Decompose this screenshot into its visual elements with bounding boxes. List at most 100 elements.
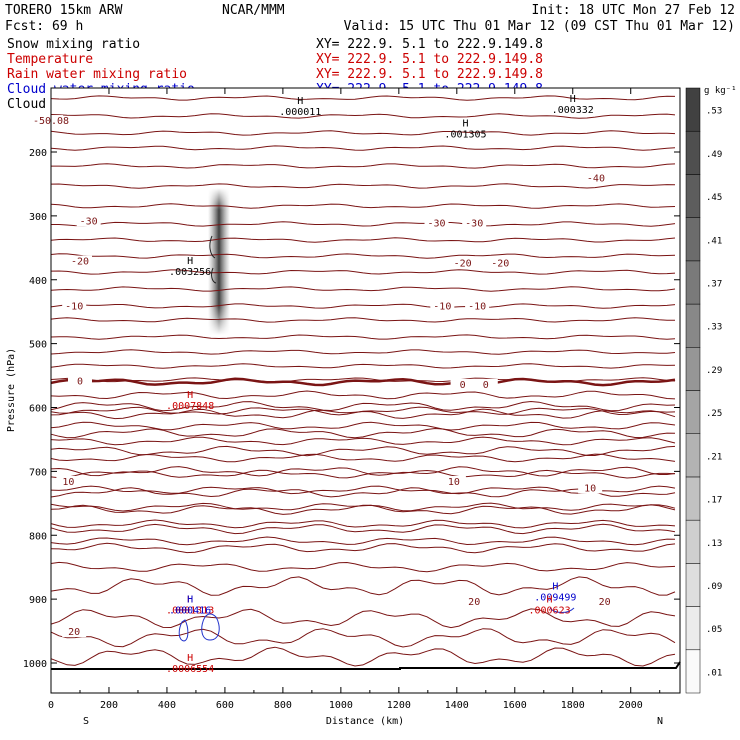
isotherm (50, 334, 676, 340)
colorbar-swatch (685, 390, 701, 434)
isotherm (50, 576, 676, 596)
legend-xy: XY= 222.9. 5.1 to 222.9.149.8 (316, 67, 543, 82)
colorbar-label: .21 (706, 452, 722, 462)
temp-label: -10 (65, 301, 83, 312)
temp-label-bg (450, 257, 475, 269)
isotherm (50, 561, 676, 573)
x-tick-label: 2000 (619, 700, 643, 711)
isotherm (50, 519, 676, 529)
extremum-value: .009499 (534, 593, 576, 604)
snow-contour (209, 235, 216, 259)
temp-label-bg (488, 257, 513, 269)
isotherm (50, 269, 676, 275)
x-axis-title: Distance (km) (326, 716, 404, 727)
temp-label-bg (465, 300, 490, 312)
colorbar-swatch (685, 563, 701, 607)
temp-label-bg (441, 475, 466, 487)
extremum-value: .000332 (552, 105, 594, 116)
colorbar-label: .13 (706, 539, 722, 549)
extremum-mark: H (547, 594, 553, 605)
x-tick-label: 1000 (329, 700, 353, 711)
extremum-mark: H (187, 390, 193, 401)
init-time: Init: 18 UTC Mon 27 Feb 12 (532, 3, 736, 18)
legend-label: Rain water mixing ratio (7, 67, 187, 82)
extremum-mark: H (187, 594, 193, 605)
y-tick-label: 900 (29, 595, 47, 606)
isotherm (50, 466, 676, 477)
temp-label: 0 (483, 380, 489, 391)
isotherm (50, 203, 676, 209)
cloud-water-contour (178, 619, 189, 642)
colorbar: .01 .05 .09 .13 .17 .21 .25 .29 .33 .37 .41 .45 .49.… (685, 87, 722, 694)
x-tick-label: 600 (216, 700, 234, 711)
extremum-value: .000416 (169, 605, 211, 616)
isotherm (50, 237, 676, 243)
colorbar-label: .17 (706, 496, 722, 506)
colorbar-label: .05 (706, 625, 722, 635)
extremum-mark: H (187, 594, 193, 605)
isotherm (50, 421, 676, 431)
colorbar-swatch (685, 260, 701, 305)
snow-contour (211, 267, 217, 284)
temp-label: -30 (427, 218, 445, 229)
isotherm (50, 400, 676, 412)
isotherm (50, 453, 676, 463)
isotherm (50, 286, 676, 292)
temp-label: 0 (77, 377, 83, 388)
temp-label-bg (62, 626, 87, 638)
colorbar-label: .53 (706, 107, 722, 117)
temp-label: 10 (448, 477, 460, 488)
x-tick-label: 200 (100, 700, 118, 711)
colorbar-label: .25 (706, 409, 722, 419)
colorbar-swatch (685, 606, 701, 651)
x-tick-label: 400 (158, 700, 176, 711)
temp-label-bg (67, 255, 92, 267)
colorbar-swatch (685, 303, 701, 348)
colorbar-label: .37 (706, 279, 722, 289)
isotherm (50, 253, 676, 259)
isotherm (50, 502, 676, 512)
temp-label-bg (592, 596, 617, 608)
isotherm (50, 303, 676, 309)
isotherm (50, 628, 676, 648)
temp-label-bg (62, 300, 87, 312)
colorbar-swatch (685, 130, 701, 175)
colorbar-label: .01 (706, 668, 722, 678)
temp-label-bg (430, 300, 455, 312)
temp-label: 20 (468, 597, 480, 608)
temp-label: -40 (587, 174, 605, 185)
isotherm (50, 542, 676, 554)
temp-label-bg (424, 217, 449, 229)
isotherm (50, 408, 676, 420)
temperature-contours (50, 95, 681, 670)
y-tick-label: 500 (29, 340, 47, 351)
extremum-mark: H (187, 256, 193, 267)
colorbar-swatch (685, 519, 701, 564)
x-tick-label: 1400 (445, 700, 469, 711)
extremum-mark: H (570, 94, 576, 105)
extremum-mark: H (462, 118, 468, 129)
temp-label-bg (462, 596, 487, 608)
colorbar-swatch (685, 87, 701, 132)
colorbar-unit: g kg⁻¹ (704, 86, 737, 96)
cloud-water-contours (178, 607, 575, 642)
isotherm (50, 487, 676, 498)
cloud-water-contour (549, 607, 575, 613)
x-tick-label: 1800 (561, 700, 585, 711)
x-tick-label: 800 (274, 700, 292, 711)
y-tick-label: 300 (29, 212, 47, 223)
axes: 0 200 400 600 800 1000 1200 1400 1600 1800 2000200… (23, 88, 680, 711)
colorbar-label: .41 (706, 236, 722, 246)
isotherm (50, 363, 676, 369)
y-tick-label: 800 (29, 531, 47, 542)
colorbar-swatch (685, 217, 701, 262)
temp-label: -30 (80, 216, 98, 227)
extremum-value: .000623 (528, 605, 570, 616)
extremum-value: .001305 (444, 129, 486, 140)
y-tick-label: 400 (29, 276, 47, 287)
legend-xy: XY= 222.9. 5.1 to 222.9.149.8 (316, 37, 543, 52)
isotherm (50, 349, 676, 355)
extremum-value: .000011 (279, 107, 321, 118)
center-title: NCAR/MMM (222, 3, 285, 18)
